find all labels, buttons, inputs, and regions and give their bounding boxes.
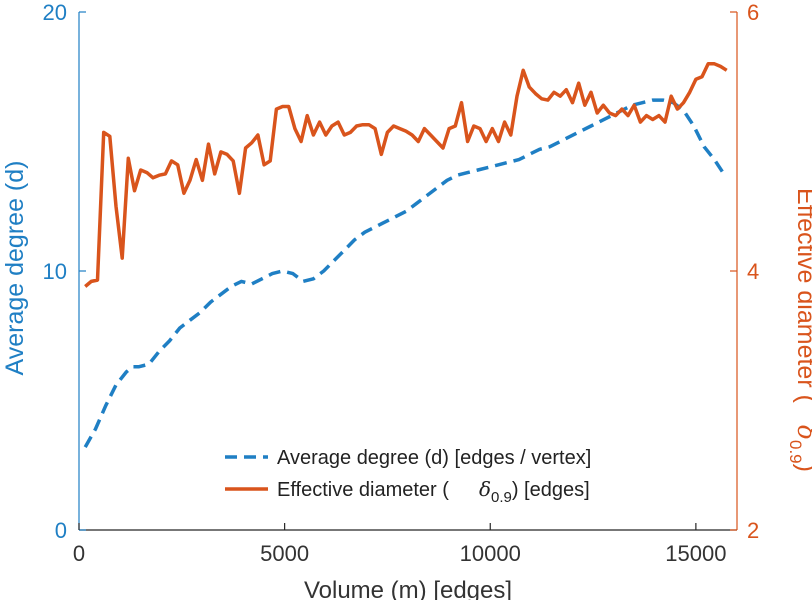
series-line-effective-diameter <box>84 62 728 288</box>
y-right-tick-label: 6 <box>747 0 759 25</box>
legend-label-average-degree: Average degree (d) [edges / vertex] <box>277 447 591 469</box>
y-axis-title-right-label: Effective diameter ( <box>792 188 812 404</box>
legend-label-effective-diameter-prefix: Effective diameter ( <box>277 479 449 501</box>
legend-label-effective-diameter: Effective diameter ( δ0.9) [edges] <box>277 477 590 506</box>
y-left-tick-label: 0 <box>55 518 67 543</box>
legend-label-effective-diameter-symbol: δ <box>479 477 491 501</box>
ticks-layer: 0 10 20 2 4 6 0 5000 10000 15000 <box>43 0 760 566</box>
x-tick-label: 0 <box>73 541 85 566</box>
y-axis-title-right-symbol: δ <box>792 425 812 440</box>
x-tick-label: 10000 <box>460 541 521 566</box>
legend-label-effective-diameter-suffix: ) [edges] <box>512 479 590 501</box>
legend-label-effective-diameter-subscript: 0.9 <box>491 489 512 506</box>
legend: Average degree (d) [edges / vertex] Effe… <box>225 447 591 506</box>
y-axis-title-left: Average degree (d) <box>1 161 29 376</box>
x-tick-label: 5000 <box>260 541 309 566</box>
y-axis-title-right: Effective diameter ( δ0.9) <box>786 188 812 472</box>
x-axis-title: Volume (m) [edges] <box>304 577 512 600</box>
y-left-tick-label: 10 <box>43 259 67 284</box>
y-axis-title-right-paren: ) <box>792 464 812 472</box>
series-layer <box>83 62 728 448</box>
x-tick-label: 15000 <box>665 541 726 566</box>
y-right-tick-label: 4 <box>747 259 759 284</box>
y-left-tick-label: 20 <box>43 0 67 25</box>
y-right-tick-label: 2 <box>747 518 759 543</box>
y-axis-title-right-subscript: 0.9 <box>786 440 805 464</box>
plot-area <box>79 12 737 530</box>
